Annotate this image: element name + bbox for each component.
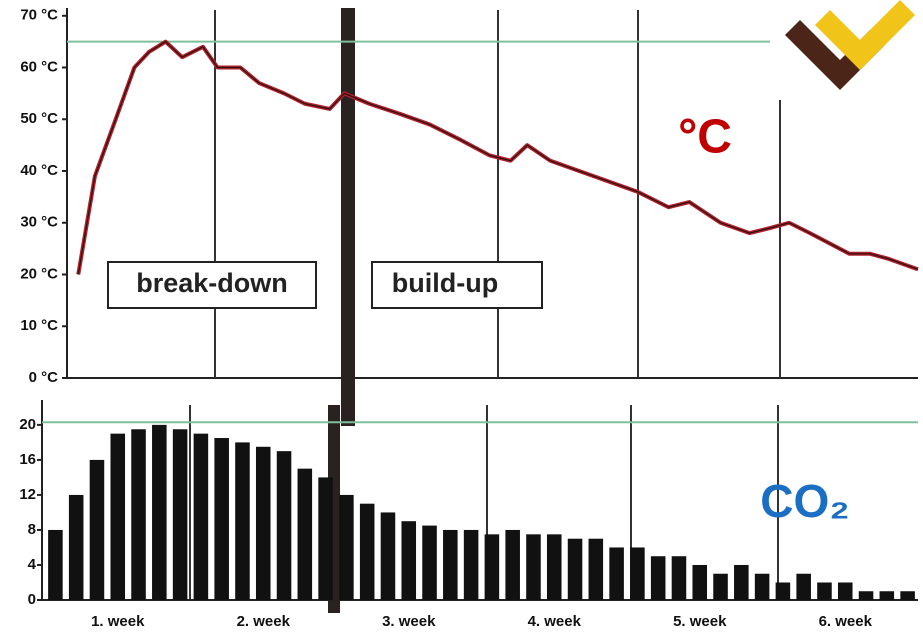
- temperature-line-core: [77, 40, 919, 275]
- y-tick-label: 0: [28, 591, 36, 608]
- bar: [339, 494, 354, 600]
- bar: [463, 529, 479, 600]
- bar: [671, 556, 687, 600]
- bar: [858, 591, 874, 600]
- x-tick-label: 1. week: [91, 613, 145, 630]
- phase-divider: [341, 8, 355, 426]
- bar: [380, 512, 396, 600]
- bar: [152, 424, 167, 600]
- annotation: break-down: [136, 268, 288, 298]
- y-tick-label: 50 °C: [20, 110, 58, 127]
- bar: [193, 433, 209, 600]
- bar: [526, 534, 541, 600]
- y-tick-label: 30 °C: [20, 214, 58, 231]
- y-tick-label: 4: [28, 556, 37, 573]
- y-tick-label: 16: [19, 451, 36, 468]
- annotation: build-up: [392, 268, 498, 298]
- bar: [713, 573, 728, 600]
- bar: [754, 573, 770, 600]
- bar: [567, 538, 583, 600]
- bar: [276, 451, 292, 600]
- y-tick-label: 10 °C: [20, 317, 58, 334]
- x-tick-label: 5. week: [673, 613, 727, 630]
- bar: [131, 429, 146, 600]
- bar: [48, 529, 63, 600]
- bar: [817, 582, 832, 600]
- bar: [318, 477, 333, 600]
- bar: [110, 433, 126, 600]
- x-tick-label: 6. week: [819, 613, 873, 630]
- bar: [588, 538, 604, 600]
- bar: [443, 529, 458, 600]
- annotation-box: [371, 261, 543, 309]
- y-tick-label: 0 °C: [29, 369, 59, 386]
- bar: [650, 556, 666, 600]
- bar: [401, 521, 417, 600]
- bar: [879, 591, 895, 600]
- y-tick-label: 40 °C: [20, 162, 58, 179]
- bar: [837, 582, 853, 600]
- bar: [609, 547, 624, 600]
- bar: [255, 446, 271, 600]
- y-tick-label: 12: [19, 486, 36, 503]
- y-tick-label: 8: [28, 521, 36, 538]
- logo: [770, 0, 923, 98]
- unit-label: CO₂: [760, 475, 849, 527]
- unit-label: °C: [678, 111, 732, 164]
- bar: [900, 591, 915, 600]
- y-tick-label: 60 °C: [20, 58, 58, 75]
- bar: [89, 459, 105, 600]
- bar: [796, 573, 811, 600]
- bar: [235, 442, 250, 600]
- bar: [484, 534, 500, 600]
- bar: [692, 564, 708, 600]
- bar: [214, 438, 229, 600]
- x-tick-label: 4. week: [528, 613, 582, 630]
- y-tick-label: 20: [19, 416, 36, 433]
- bar: [68, 494, 84, 600]
- bar: [359, 503, 375, 600]
- bar: [505, 529, 520, 600]
- x-tick-label: 2. week: [237, 613, 291, 630]
- bar: [734, 564, 749, 600]
- annotation-box: [107, 261, 317, 309]
- bar: [546, 534, 562, 600]
- bar: [775, 582, 791, 600]
- bar: [172, 429, 188, 600]
- bar: [297, 468, 313, 600]
- x-tick-label: 3. week: [382, 613, 436, 630]
- y-tick-label: 70 °C: [20, 7, 58, 24]
- bar: [422, 525, 437, 600]
- y-tick-label: 20 °C: [20, 265, 58, 282]
- bar: [630, 547, 645, 600]
